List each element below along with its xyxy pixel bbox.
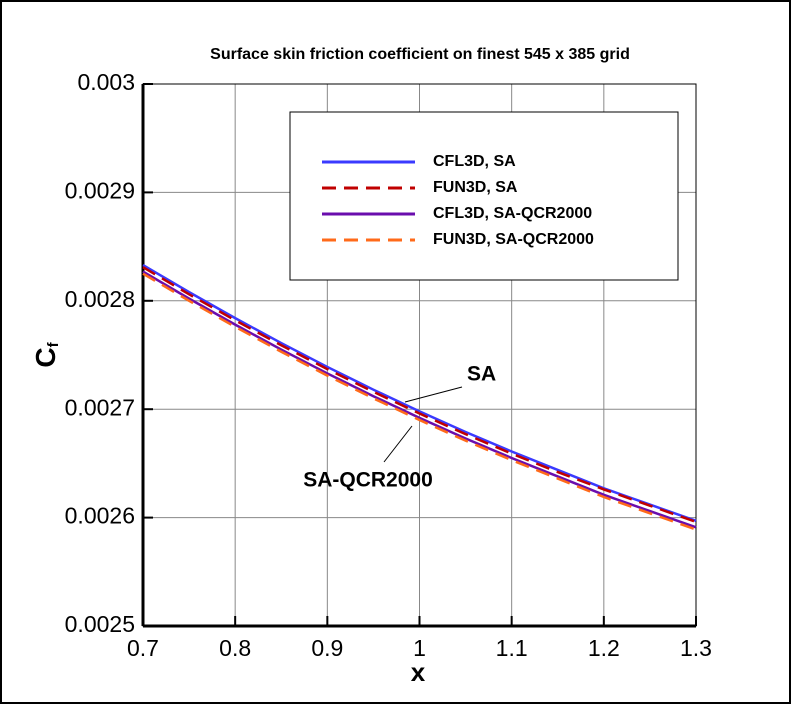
legend-label: FUN3D, SA-QCR2000	[433, 231, 594, 248]
legend-label: CFL3D, SA-QCR2000	[433, 205, 592, 222]
legend-label: CFL3D, SA	[433, 153, 516, 170]
series-line	[142, 270, 697, 529]
x-axis-label: x	[411, 657, 426, 687]
annotation: SA-QCR2000	[303, 469, 433, 492]
x-tick-label: 1.3	[680, 635, 712, 661]
x-tick-label: 0.8	[219, 635, 251, 661]
y-tick-label: 0.0027	[65, 394, 135, 420]
x-tick-label: 1.1	[496, 635, 528, 661]
leader-line	[383, 425, 413, 463]
x-tick-label: 0.9	[311, 635, 343, 661]
annotation: SA	[467, 363, 496, 386]
y-tick-label: 0.003	[77, 69, 135, 95]
legend-label: FUN3D, SA	[433, 179, 518, 196]
y-axis-label: Cf	[30, 341, 62, 367]
chart-title: Surface skin friction coefficient on fin…	[210, 46, 630, 63]
legend-box	[289, 111, 679, 281]
series-line	[142, 266, 697, 524]
leader-line	[404, 386, 463, 403]
y-tick-label: 0.0028	[65, 286, 135, 312]
x-tick-label: 1.2	[588, 635, 620, 661]
y-tick-label: 0.0029	[65, 177, 135, 203]
y-tick-label: 0.0025	[65, 611, 135, 637]
x-tick-label: 1	[413, 635, 426, 661]
x-tick-label: 0.7	[127, 635, 159, 661]
y-tick-label: 0.0026	[65, 503, 135, 529]
series-line	[142, 272, 697, 531]
